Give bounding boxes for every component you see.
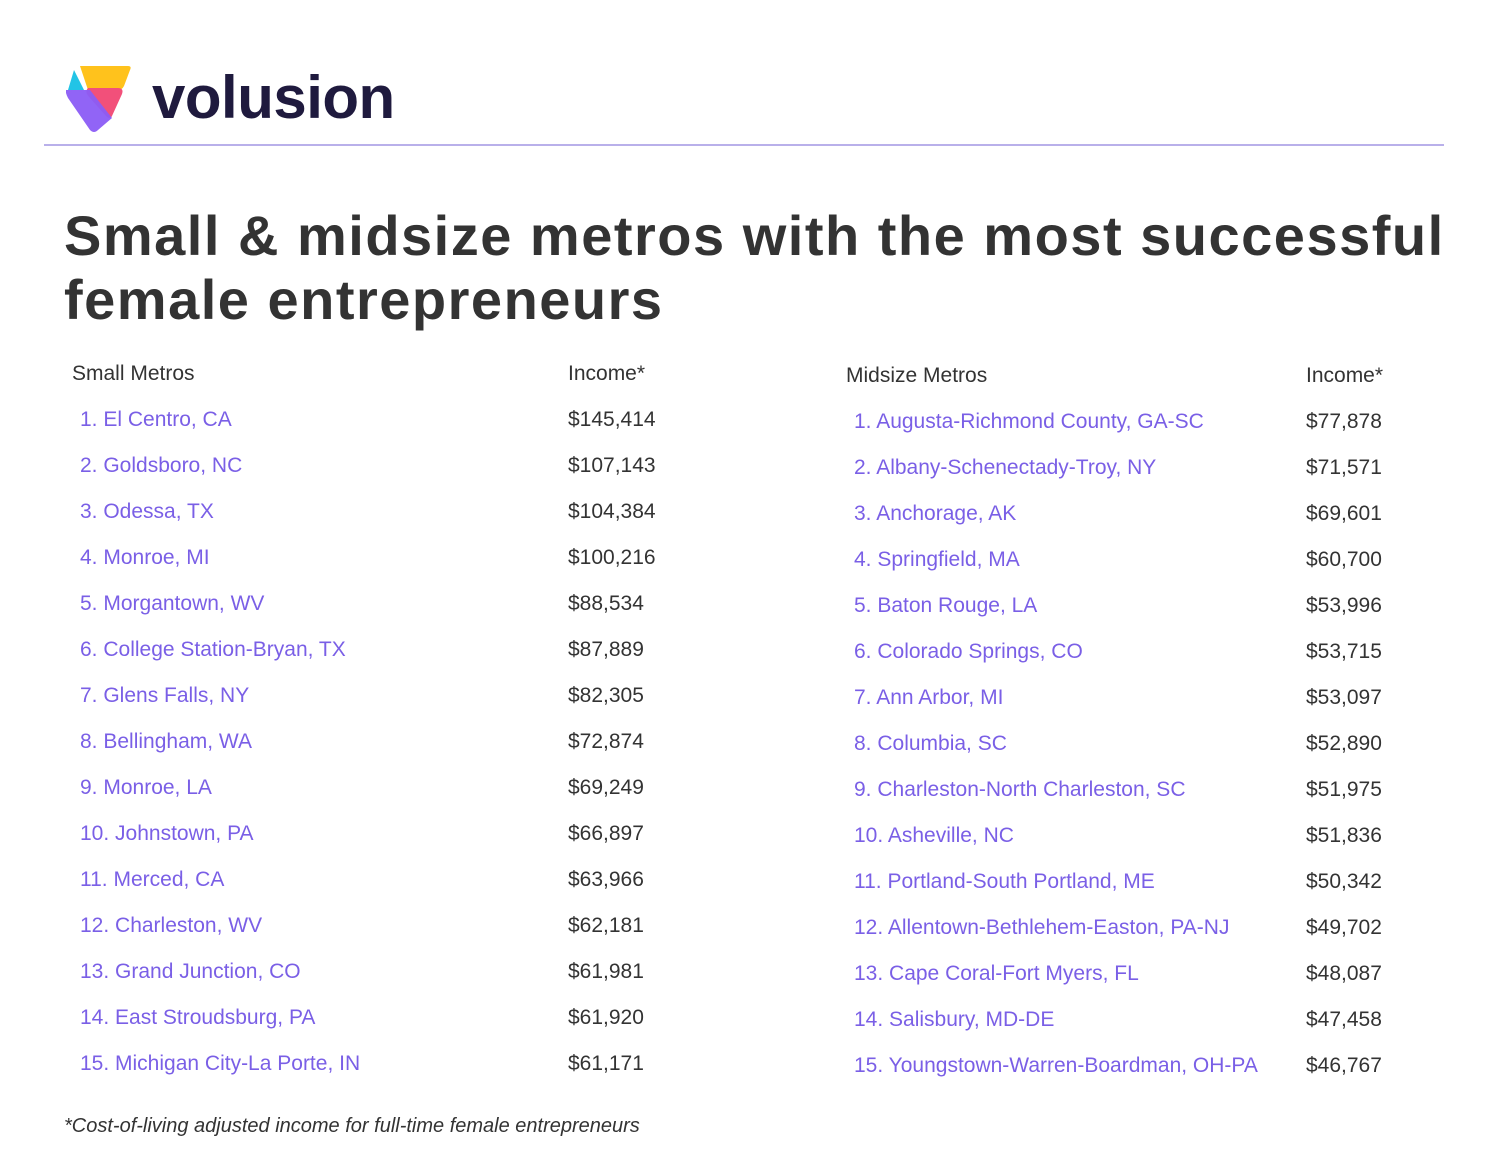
metro-name: 12. Charleston, WV bbox=[80, 914, 263, 937]
income-value: $145,414 bbox=[568, 408, 656, 431]
income-value: $104,384 bbox=[568, 500, 656, 523]
income-value: $107,143 bbox=[568, 454, 656, 477]
metro-name: 1. Augusta-Richmond County, GA-SC bbox=[854, 410, 1204, 433]
metro-name: 10. Asheville, NC bbox=[854, 824, 1014, 847]
brand-wordmark: volusion bbox=[152, 64, 395, 131]
footnote: *Cost-of-living adjusted income for full… bbox=[64, 1115, 640, 1137]
income-value: $61,981 bbox=[568, 960, 644, 983]
metro-name: 3. Anchorage, AK bbox=[854, 502, 1017, 525]
income-value: $69,249 bbox=[568, 776, 644, 799]
income-value: $71,571 bbox=[1306, 456, 1382, 479]
income-value: $62,181 bbox=[568, 914, 644, 937]
metro-name: 14. Salisbury, MD-DE bbox=[854, 1008, 1055, 1031]
metro-name: 5. Baton Rouge, LA bbox=[854, 594, 1038, 617]
metro-name: 14. East Stroudsburg, PA bbox=[80, 1006, 316, 1029]
income-value: $61,920 bbox=[568, 1006, 644, 1029]
income-value: $46,767 bbox=[1306, 1054, 1382, 1077]
volusion-logo-icon bbox=[66, 66, 131, 132]
metro-name: 7. Ann Arbor, MI bbox=[854, 686, 1004, 709]
small-income-header: Income* bbox=[568, 362, 646, 385]
metro-name: 9. Charleston-North Charleston, SC bbox=[854, 778, 1186, 801]
income-value: $63,966 bbox=[568, 868, 644, 891]
metro-name: 12. Allentown-Bethlehem-Easton, PA-NJ bbox=[854, 916, 1230, 939]
income-value: $100,216 bbox=[568, 546, 656, 569]
metro-name: 2. Goldsboro, NC bbox=[80, 454, 243, 477]
income-value: $51,975 bbox=[1306, 778, 1382, 801]
income-value: $87,889 bbox=[568, 638, 644, 661]
metro-name: 10. Johnstown, PA bbox=[80, 822, 254, 845]
income-value: $53,996 bbox=[1306, 594, 1382, 617]
metro-name: 4. Springfield, MA bbox=[854, 548, 1020, 571]
metro-name: 11. Portland-South Portland, ME bbox=[854, 870, 1155, 893]
income-value: $49,702 bbox=[1306, 916, 1382, 939]
page-title: Small & midsize metros with the most suc… bbox=[64, 204, 1445, 331]
metro-name: 11. Merced, CA bbox=[80, 868, 225, 891]
metro-name: 13. Grand Junction, CO bbox=[80, 960, 301, 983]
metro-name: 2. Albany-Schenectady-Troy, NY bbox=[854, 456, 1157, 479]
metro-name: 1. El Centro, CA bbox=[80, 408, 232, 431]
income-value: $53,715 bbox=[1306, 640, 1382, 663]
metro-name: 6. College Station-Bryan, TX bbox=[80, 638, 346, 661]
income-value: $69,601 bbox=[1306, 502, 1382, 525]
income-value: $52,890 bbox=[1306, 732, 1382, 755]
income-value: $88,534 bbox=[568, 592, 644, 615]
income-value: $66,897 bbox=[568, 822, 644, 845]
metro-name: 7. Glens Falls, NY bbox=[80, 684, 250, 707]
header-divider bbox=[44, 144, 1444, 146]
income-value: $77,878 bbox=[1306, 410, 1382, 433]
small-metros-header: Small Metros bbox=[72, 362, 195, 385]
income-value: $72,874 bbox=[568, 730, 644, 753]
metro-name: 15. Michigan City-La Porte, IN bbox=[80, 1052, 361, 1075]
income-value: $47,458 bbox=[1306, 1008, 1382, 1031]
metro-name: 8. Columbia, SC bbox=[854, 732, 1007, 755]
income-value: $82,305 bbox=[568, 684, 644, 707]
metro-name: 15. Youngstown-Warren-Boardman, OH-PA bbox=[854, 1054, 1258, 1077]
income-value: $60,700 bbox=[1306, 548, 1382, 571]
metro-name: 8. Bellingham, WA bbox=[80, 730, 252, 753]
metro-name: 5. Morgantown, WV bbox=[80, 592, 265, 615]
midsize-metros-header: Midsize Metros bbox=[846, 364, 988, 387]
income-value: $50,342 bbox=[1306, 870, 1382, 893]
income-value: $53,097 bbox=[1306, 686, 1382, 709]
metro-name: 13. Cape Coral-Fort Myers, FL bbox=[854, 962, 1139, 985]
metro-name: 9. Monroe, LA bbox=[80, 776, 212, 799]
metro-name: 4. Monroe, MI bbox=[80, 546, 210, 569]
midsize-income-header: Income* bbox=[1306, 364, 1384, 387]
income-value: $51,836 bbox=[1306, 824, 1382, 847]
metro-name: 3. Odessa, TX bbox=[80, 500, 214, 523]
metro-name: 6. Colorado Springs, CO bbox=[854, 640, 1083, 663]
income-value: $48,087 bbox=[1306, 962, 1382, 985]
income-value: $61,171 bbox=[568, 1052, 644, 1075]
